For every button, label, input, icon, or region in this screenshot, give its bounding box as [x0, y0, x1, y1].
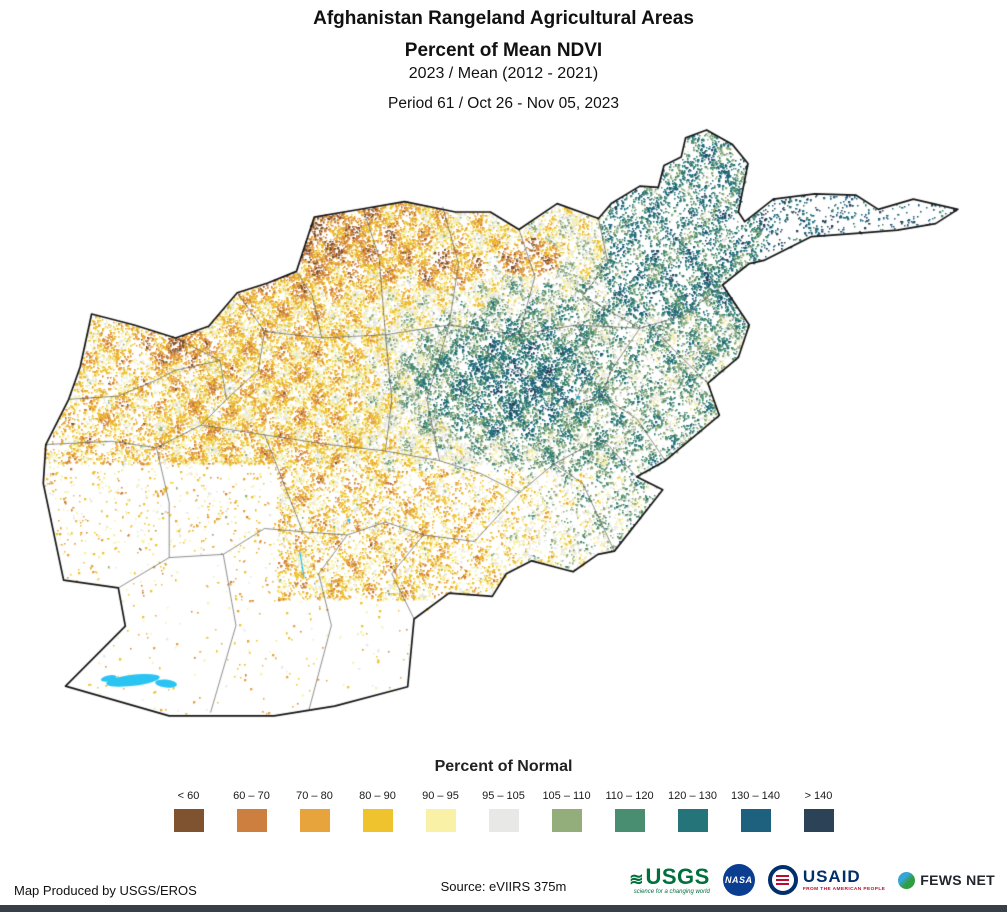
legend-swatch — [677, 809, 708, 832]
legend-item: 60 – 70 — [220, 790, 283, 832]
legend-swatch — [299, 809, 330, 832]
usaid-seal-icon — [767, 865, 798, 895]
produced-by-note: Map Produced by USGS/EROS — [14, 883, 197, 898]
usgs-wave-icon: ≋ — [629, 869, 644, 889]
legend-class-label: 95 – 105 — [482, 790, 525, 802]
legend-class-label: < 60 — [177, 790, 200, 802]
fewsnet-wordmark: FEWS NET — [920, 872, 995, 888]
legend-class-label: 110 – 120 — [605, 790, 654, 802]
legend-class-label: 80 – 90 — [359, 790, 396, 802]
map-header: Afghanistan Rangeland Agricultural Areas… — [0, 6, 1007, 113]
legend: Percent of Normal < 60 60 – 70 70 – 80 80 –… — [0, 758, 1007, 832]
map-period: Period 61 / Oct 26 - Nov 05, 2023 — [388, 95, 619, 112]
legend-class-label: > 140 — [804, 790, 833, 802]
legend-class-label: 60 – 70 — [233, 790, 270, 802]
legend-item: > 140 — [787, 790, 850, 832]
legend-item: 130 – 140 — [724, 790, 787, 832]
legend-item: 90 – 95 — [409, 790, 472, 832]
fewsnet-globe-icon — [898, 871, 916, 889]
map-title: Afghanistan Rangeland Agricultural Areas — [313, 8, 694, 29]
usgs-tagline: science for a changing world — [633, 888, 710, 895]
legend-class-label: 90 – 95 — [422, 790, 459, 802]
legend-class-label: 130 – 140 — [731, 790, 780, 802]
legend-item: 70 – 80 — [283, 790, 346, 832]
usaid-wordmark: USAID — [802, 867, 861, 886]
map-subtitle: Percent of Mean NDVI — [404, 40, 603, 61]
legend-item: 80 – 90 — [346, 790, 409, 832]
legend-item: 95 – 105 — [472, 790, 535, 832]
usaid-tagline: FROM THE AMERICAN PEOPLE — [802, 887, 886, 892]
fewsnet-logo: FEWS NET — [898, 871, 995, 889]
legend-swatch — [740, 809, 771, 832]
legend-item: < 60 — [157, 790, 220, 832]
bottom-bar — [0, 905, 1007, 912]
afghanistan-ndvi-map — [0, 0, 1007, 772]
legend-title: Percent of Normal — [434, 758, 573, 775]
legend-class-label: 105 – 110 — [542, 790, 591, 802]
legend-swatch — [362, 809, 393, 832]
legend-swatch — [173, 809, 204, 832]
source-note: Source: eVIIRS 375m — [440, 879, 567, 894]
legend-swatch — [803, 809, 834, 832]
usgs-wordmark: USGS — [645, 863, 710, 889]
usgs-logo: ≋ USGS science for a changing world — [629, 863, 710, 895]
legend-swatch — [488, 809, 519, 832]
legend-swatch — [551, 809, 582, 832]
legend-swatch — [236, 809, 267, 832]
legend-class-label: 120 – 130 — [668, 790, 717, 802]
legend-item: 110 – 120 — [598, 790, 661, 832]
nasa-logo: NASA — [722, 864, 755, 896]
legend-swatch — [614, 809, 645, 832]
legend-item: 105 – 110 — [535, 790, 598, 832]
legend-items: < 60 60 – 70 70 – 80 80 – 90 90 – 95 95 – 105… — [0, 790, 1007, 832]
usaid-logo: USAID FROM THE AMERICAN PEOPLE — [767, 865, 886, 895]
legend-class-label: 70 – 80 — [296, 790, 333, 802]
legend-swatch — [425, 809, 456, 832]
partner-logos: ≋ USGS science for a changing world NASA… — [625, 862, 999, 898]
legend-item: 120 – 130 — [661, 790, 724, 832]
nasa-wordmark: NASA — [725, 875, 753, 885]
map-comparison: 2023 / Mean (2012 - 2021) — [408, 65, 599, 82]
